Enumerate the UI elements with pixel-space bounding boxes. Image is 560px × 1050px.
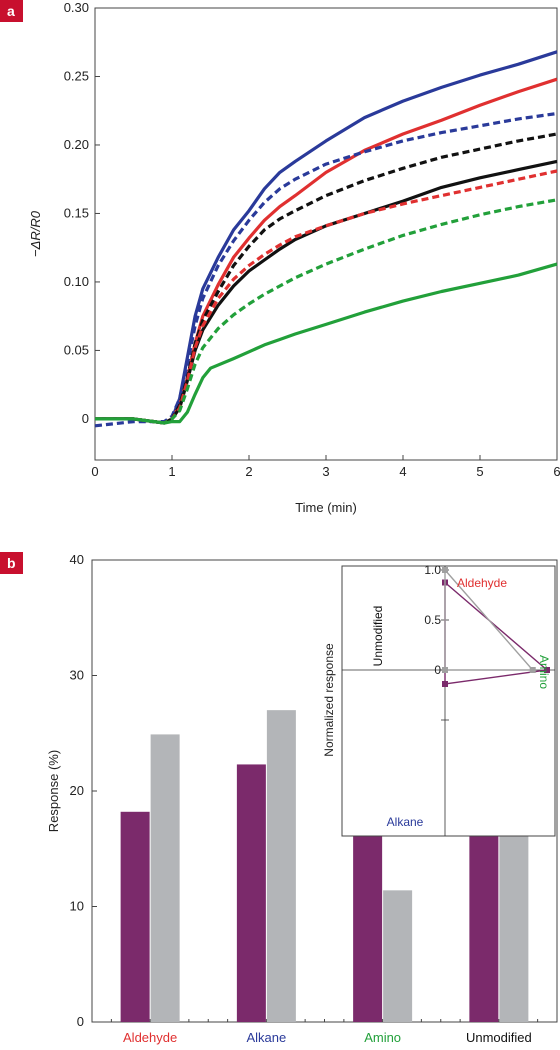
y-tick-label: 0.05 bbox=[64, 342, 89, 357]
category-label: Unmodified bbox=[466, 1030, 532, 1045]
y-tick-label: 40 bbox=[70, 552, 84, 567]
x-axis-title: Time (min) bbox=[295, 500, 357, 515]
x-tick-label: 3 bbox=[322, 464, 329, 479]
x-tick-label: 2 bbox=[245, 464, 252, 479]
x-tick-label: 6 bbox=[553, 464, 560, 479]
inset-point bbox=[442, 681, 448, 687]
x-tick-label: 1 bbox=[168, 464, 175, 479]
series-line bbox=[95, 159, 558, 425]
inset-point bbox=[442, 567, 448, 573]
y-axis-title: Response (%) bbox=[46, 750, 61, 832]
y-tick-label: 20 bbox=[70, 783, 84, 798]
radar-inset: 1.0 0.5 0 Aldehyde Amino Alkane Unmodified Norm… bbox=[322, 563, 556, 837]
inset-axis-label: Aldehyde bbox=[457, 576, 507, 590]
bar bbox=[150, 734, 180, 1022]
category-label: Aldehyde bbox=[123, 1030, 177, 1045]
bar bbox=[120, 811, 150, 1022]
bar bbox=[353, 836, 383, 1022]
category-label: Alkane bbox=[247, 1030, 287, 1045]
inset-point bbox=[529, 667, 536, 673]
bar bbox=[499, 803, 529, 1022]
y-tick-label: 0 bbox=[82, 411, 89, 426]
line-chart: 0 1 2 3 4 5 6 0 0.05 0.10 0.15 0.20 0.25 0.30 Time (mi… bbox=[28, 0, 560, 515]
y-tick-label: 0.15 bbox=[64, 205, 89, 220]
panel-b-badge: b bbox=[0, 552, 23, 574]
y-tick-label: 0 bbox=[77, 1014, 84, 1029]
inset-axis-label: Unmodified bbox=[371, 606, 385, 667]
panel-b-label: b bbox=[7, 555, 16, 571]
x-tick-label: 5 bbox=[476, 464, 483, 479]
category-label: Amino bbox=[364, 1030, 401, 1045]
inset-axis-label: Amino bbox=[537, 655, 551, 689]
series-line bbox=[95, 198, 558, 425]
y-tick-label: 10 bbox=[70, 899, 84, 914]
inset-tick-label: 0 bbox=[434, 663, 441, 677]
bar bbox=[236, 764, 266, 1022]
inset-axis-label: Alkane bbox=[387, 815, 424, 829]
inset-y-axis-title: Normalized response bbox=[322, 643, 336, 757]
x-tick-label: 0 bbox=[91, 464, 98, 479]
inset-tick-label: 1.0 bbox=[424, 563, 441, 577]
y-tick-label: 30 bbox=[70, 668, 84, 683]
inset-point bbox=[442, 667, 448, 673]
y-tick-label: 0.30 bbox=[64, 0, 89, 15]
series-line bbox=[94, 111, 558, 428]
x-tick-label: 4 bbox=[399, 464, 406, 479]
inset-series-line bbox=[444, 568, 535, 671]
series-line bbox=[95, 262, 558, 425]
y-tick-label: 0.25 bbox=[64, 68, 89, 83]
panel-a-label: a bbox=[7, 3, 15, 19]
y-tick-label: 0.20 bbox=[64, 137, 89, 152]
inset-frame bbox=[341, 565, 556, 837]
plot-frame bbox=[94, 7, 558, 461]
series-line bbox=[95, 77, 558, 425]
series-line bbox=[95, 50, 558, 425]
y-tick-label: 0.10 bbox=[64, 274, 89, 289]
y-axis-title: −ΔR/R0 bbox=[28, 210, 43, 257]
bar bbox=[383, 890, 413, 1022]
bar-chart: 0 10 20 30 40 Response (%) Aldehyde Alkane Amino… bbox=[46, 552, 558, 1045]
panel-a-badge: a bbox=[0, 0, 23, 22]
bar bbox=[266, 710, 296, 1022]
inset-tick-label: 0.5 bbox=[424, 613, 441, 627]
inset-point bbox=[544, 667, 550, 673]
series-line bbox=[95, 169, 558, 425]
